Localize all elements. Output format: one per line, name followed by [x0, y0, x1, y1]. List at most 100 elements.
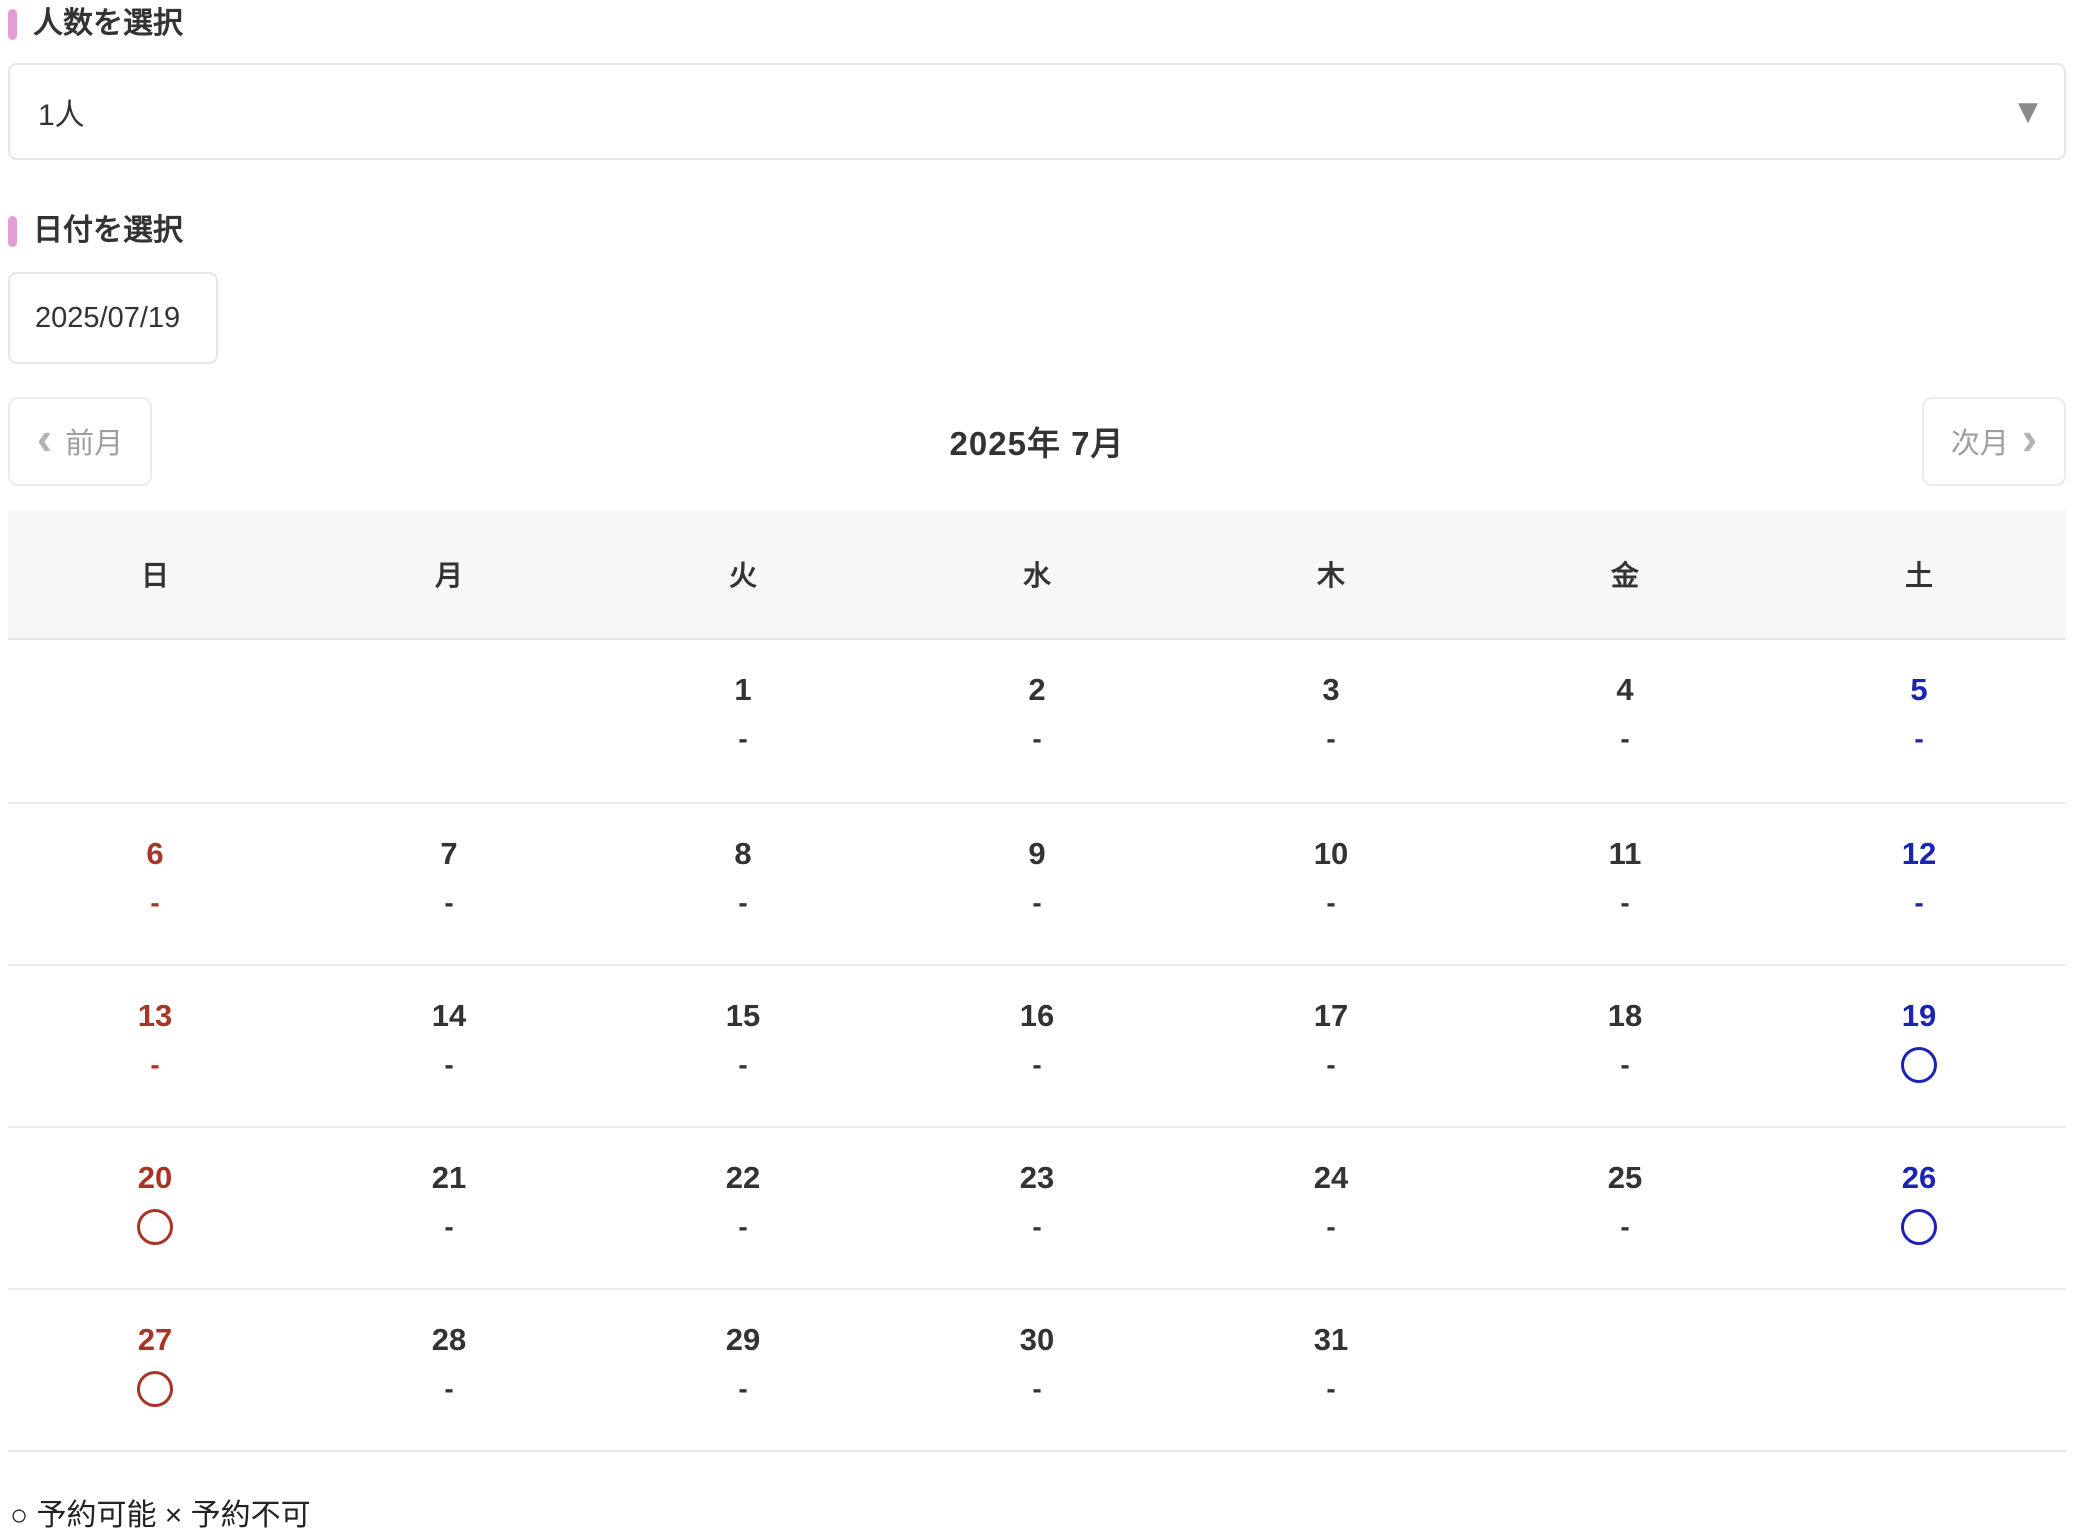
day-number: 31: [1313, 1322, 1349, 1357]
calendar-day-cell[interactable]: 18 -: [1478, 966, 1772, 1126]
day-number: 19: [1901, 998, 1937, 1033]
status-dash: -: [738, 1373, 748, 1404]
weekday-label: 水: [1022, 560, 1051, 591]
calendar-day-cell[interactable]: 8-: [596, 804, 890, 964]
day-number: 23: [1019, 1160, 1055, 1195]
available-circle-icon: [1901, 1044, 1937, 1086]
status-dash: -: [444, 1211, 454, 1242]
day-number: 5: [1910, 672, 1928, 707]
weekday-label: 日: [140, 560, 169, 591]
status-dash: -: [444, 1049, 454, 1080]
status-dash: -: [1326, 1049, 1336, 1080]
available-circle-icon: [137, 1368, 173, 1410]
status-dash: -: [150, 887, 160, 918]
status-dash: -: [1326, 723, 1336, 754]
calendar-day-cell[interactable]: 9-: [890, 804, 1184, 964]
status-dash: -: [1620, 1211, 1630, 1242]
calendar-week-row: 6-7-8-9-10-11-12-: [8, 802, 2066, 964]
calendar-weekday-header: 日月火水木金土: [8, 510, 2066, 640]
day-number: 22: [725, 1160, 761, 1195]
calendar-day-cell: [302, 640, 596, 802]
pink-accent-bar-icon: [8, 8, 17, 40]
calendar-day-cell[interactable]: 10 -: [1184, 804, 1478, 964]
calendar-day-cell[interactable]: 15 -: [596, 966, 890, 1126]
day-number: 18: [1607, 998, 1643, 1033]
next-month-button[interactable]: 次月 ›: [1922, 396, 2066, 486]
status-dash: -: [1914, 723, 1924, 754]
calendar-day-cell[interactable]: 20: [8, 1128, 302, 1288]
status-dash: -: [1032, 887, 1042, 918]
calendar-day-cell[interactable]: 19: [1772, 966, 2066, 1126]
people-section-heading: 人数を選択: [8, 0, 2066, 42]
calendar-day-cell[interactable]: 13 -: [8, 966, 302, 1126]
calendar-day-cell[interactable]: 7-: [302, 804, 596, 964]
status-dash: -: [150, 1049, 160, 1080]
calendar-day-cell: [1478, 1290, 1772, 1450]
calendar-day-cell[interactable]: 22 -: [596, 1128, 890, 1288]
date-input[interactable]: 2025/07/19: [8, 272, 218, 364]
calendar-day-cell[interactable]: 31 -: [1184, 1290, 1478, 1450]
status-dash: -: [1032, 1049, 1042, 1080]
status-dash: -: [1326, 1211, 1336, 1242]
weekday-label: 木: [1316, 560, 1345, 591]
day-number: 30: [1019, 1322, 1055, 1357]
prev-month-button[interactable]: ‹ 前月: [8, 396, 152, 486]
calendar-day-cell[interactable]: 6-: [8, 804, 302, 964]
status-dash: -: [1914, 887, 1924, 918]
calendar-day-cell: [1772, 1290, 2066, 1450]
available-circle-icon: [137, 1206, 173, 1248]
people-section-label: 人数を選択: [33, 7, 183, 40]
calendar-day-cell[interactable]: 28 -: [302, 1290, 596, 1450]
calendar-day-cell[interactable]: 24 -: [1184, 1128, 1478, 1288]
calendar-day-cell[interactable]: 26: [1772, 1128, 2066, 1288]
calendar-day-cell[interactable]: 23 -: [890, 1128, 1184, 1288]
day-number: 15: [725, 998, 761, 1033]
status-dash: -: [1620, 1049, 1630, 1080]
calendar-day-cell: [8, 640, 302, 802]
day-number: 25: [1607, 1160, 1643, 1195]
pink-accent-bar-icon: [8, 215, 17, 247]
day-number: 7: [440, 836, 458, 871]
calendar-day-cell[interactable]: 12 -: [1772, 804, 2066, 964]
day-number: 14: [431, 998, 467, 1033]
status-dash: -: [1032, 723, 1042, 754]
calendar-day-cell[interactable]: 30 -: [890, 1290, 1184, 1450]
day-number: 20: [137, 1160, 173, 1195]
calendar-day-cell[interactable]: 3-: [1184, 640, 1478, 802]
date-section: 日付を選択 2025/07/19: [8, 213, 2066, 364]
chevron-left-icon: ‹: [36, 412, 53, 464]
calendar-day-cell[interactable]: 11 -: [1478, 804, 1772, 964]
calendar-day-cell[interactable]: 2-: [890, 640, 1184, 802]
prev-month-label: 前月: [65, 428, 124, 460]
day-number: 24: [1313, 1160, 1349, 1195]
calendar-day-cell[interactable]: 14 -: [302, 966, 596, 1126]
calendar-week-row: 13 - 14 - 15 - 16 - 17 - 18 - 19: [8, 964, 2066, 1126]
calendar-day-cell[interactable]: 21 -: [302, 1128, 596, 1288]
day-number: 6: [146, 836, 164, 871]
calendar-day-cell[interactable]: 29 -: [596, 1290, 890, 1450]
weekday-label: 土: [1904, 560, 1933, 591]
status-dash: -: [738, 723, 748, 754]
dropdown-arrow-icon: ▼: [2018, 96, 2038, 127]
day-number: 4: [1616, 672, 1634, 707]
calendar-day-cell[interactable]: 25 -: [1478, 1128, 1772, 1288]
status-dash: -: [1032, 1211, 1042, 1242]
next-month-label: 次月: [1950, 428, 2009, 460]
status-dash: -: [444, 1373, 454, 1404]
day-number: 8: [734, 836, 752, 871]
calendar-day-cell[interactable]: 4-: [1478, 640, 1772, 802]
status-dash: -: [1326, 887, 1336, 918]
calendar-day-cell[interactable]: 17 -: [1184, 966, 1478, 1126]
available-circle-icon: [1901, 1206, 1937, 1248]
calendar-nav: ‹ 前月 2025年 7月 次月 ›: [8, 396, 2066, 486]
day-number: 16: [1019, 998, 1055, 1033]
availability-legend: ○ 予約可能 × 予約不可: [10, 1499, 311, 1532]
calendar-day-cell[interactable]: 1-: [596, 640, 890, 802]
calendar-month-title: 2025年 7月: [949, 425, 1125, 462]
people-count-select[interactable]: 1人 ▼: [8, 63, 2066, 160]
calendar-day-cell[interactable]: 27: [8, 1290, 302, 1450]
calendar-day-cell[interactable]: 5-: [1772, 640, 2066, 802]
calendar-day-cell[interactable]: 16 -: [890, 966, 1184, 1126]
day-number: 17: [1313, 998, 1349, 1033]
